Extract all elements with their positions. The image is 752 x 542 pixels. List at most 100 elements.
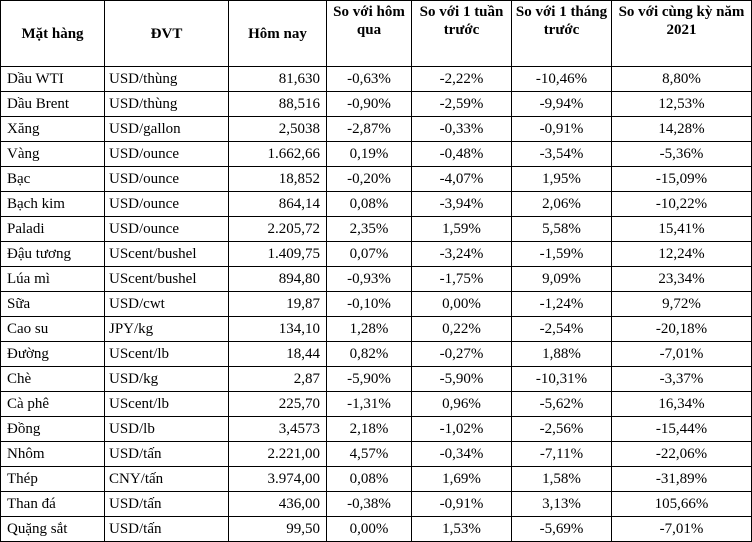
cell-vs-month: -9,94% [511,91,612,117]
cell-unit: USD/ounce [104,166,229,192]
cell-vs-week: -0,33% [411,116,512,142]
cell-vs-year: -3,37% [611,366,752,392]
cell-item: Dầu WTI [0,66,105,92]
table-row: Sữa USD/cwt 19,87 -0,10% 0,00% -1,24% 9,72% [0,291,752,317]
table-row: Bạc USD/ounce 18,852 -0,20% -4,07% 1,95% -15,0… [0,166,752,192]
cell-vs-year: 16,34% [611,391,752,417]
table-row: Than đá USD/tấn 436,00 -0,38% -0,91% 3,13% 105… [0,491,752,517]
cell-vs-month: -2,54% [511,316,612,342]
cell-vs-week: -3,24% [411,241,512,267]
cell-vs-month: 3,13% [511,491,612,517]
cell-item: Dầu Brent [0,91,105,117]
table-row: Xăng USD/gallon 2,5038 -2,87% -0,33% -0,91% 14… [0,116,752,142]
cell-vs-month: 1,58% [511,466,612,492]
cell-vs-year: 12,24% [611,241,752,267]
cell-item: Thép [0,466,105,492]
table-row: Thép CNY/tấn 3.974,00 0,08% 1,69% 1,58% -31,89… [0,466,752,492]
cell-vs-yesterday: -5,90% [326,366,412,392]
cell-vs-year: 12,53% [611,91,752,117]
table-row: Đường UScent/lb 18,44 0,82% -0,27% 1,88% -7,01… [0,341,752,367]
cell-vs-week: -0,27% [411,341,512,367]
cell-today: 3.974,00 [228,466,327,492]
table-row: Đồng USD/lb 3,4573 2,18% -1,02% -2,56% -15,44% [0,416,752,442]
cell-item: Sữa [0,291,105,317]
cell-vs-week: -1,75% [411,266,512,292]
cell-today: 894,80 [228,266,327,292]
cell-vs-week: 1,69% [411,466,512,492]
cell-today: 3,4573 [228,416,327,442]
cell-today: 1.409,75 [228,241,327,267]
cell-vs-month: 2,06% [511,191,612,217]
cell-unit: USD/thùng [104,66,229,92]
cell-unit: USD/ounce [104,141,229,167]
cell-vs-year: 14,28% [611,116,752,142]
cell-vs-week: -2,22% [411,66,512,92]
cell-vs-yesterday: 0,19% [326,141,412,167]
cell-vs-yesterday: 0,07% [326,241,412,267]
cell-today: 436,00 [228,491,327,517]
cell-vs-month: -1,24% [511,291,612,317]
cell-unit: UScent/bushel [104,241,229,267]
cell-unit: CNY/tấn [104,466,229,492]
cell-unit: USD/ounce [104,191,229,217]
cell-today: 225,70 [228,391,327,417]
cell-vs-week: -3,94% [411,191,512,217]
header-row: Mặt hàng ĐVT Hôm nay So với hôm qua So v… [0,0,752,67]
cell-unit: USD/lb [104,416,229,442]
cell-vs-month: -7,11% [511,441,612,467]
table-row: Lúa mì UScent/bushel 894,80 -0,93% -1,75% 9,0… [0,266,752,292]
cell-unit: USD/kg [104,366,229,392]
cell-today: 1.662,66 [228,141,327,167]
cell-unit: USD/cwt [104,291,229,317]
cell-item: Lúa mì [0,266,105,292]
table-row: Cà phê UScent/lb 225,70 -1,31% 0,96% -5,62% 16… [0,391,752,417]
cell-vs-week: -0,48% [411,141,512,167]
cell-item: Nhôm [0,441,105,467]
cell-vs-month: -10,31% [511,366,612,392]
cell-vs-yesterday: 0,08% [326,466,412,492]
cell-unit: USD/tấn [104,441,229,467]
cell-item: Cà phê [0,391,105,417]
cell-vs-week: -4,07% [411,166,512,192]
cell-today: 2.221,00 [228,441,327,467]
cell-vs-month: -10,46% [511,66,612,92]
header-vs-month: So với 1 tháng trước [511,0,612,67]
cell-item: Paladi [0,216,105,242]
cell-today: 134,10 [228,316,327,342]
cell-unit: USD/gallon [104,116,229,142]
cell-vs-year: -10,22% [611,191,752,217]
cell-vs-month: 5,58% [511,216,612,242]
cell-vs-yesterday: 0,82% [326,341,412,367]
table-row: Bạch kim USD/ounce 864,14 0,08% -3,94% 2,06% -… [0,191,752,217]
cell-today: 864,14 [228,191,327,217]
cell-vs-week: 0,00% [411,291,512,317]
cell-vs-yesterday: 2,35% [326,216,412,242]
cell-unit: USD/tấn [104,516,229,542]
cell-unit: UScent/lb [104,391,229,417]
cell-vs-month: -5,69% [511,516,612,542]
cell-vs-year: -15,44% [611,416,752,442]
cell-vs-year: -7,01% [611,341,752,367]
table-body: Dầu WTI USD/thùng 81,630 -0,63% -2,22% -10,46… [0,66,752,542]
cell-today: 18,44 [228,341,327,367]
cell-vs-week: -0,91% [411,491,512,517]
cell-vs-year: -15,09% [611,166,752,192]
cell-vs-week: -5,90% [411,366,512,392]
cell-vs-year: 23,34% [611,266,752,292]
cell-vs-yesterday: 0,00% [326,516,412,542]
table-row: Cao su JPY/kg 134,10 1,28% 0,22% -2,54% -20,18… [0,316,752,342]
cell-vs-week: -0,34% [411,441,512,467]
table-row: Vàng USD/ounce 1.662,66 0,19% -0,48% -3,54% -5… [0,141,752,167]
cell-unit: USD/tấn [104,491,229,517]
cell-item: Đậu tương [0,241,105,267]
cell-vs-year: -7,01% [611,516,752,542]
cell-item: Đường [0,341,105,367]
cell-vs-yesterday: -0,38% [326,491,412,517]
cell-vs-week: 1,59% [411,216,512,242]
table-row: Nhôm USD/tấn 2.221,00 4,57% -0,34% -7,11% -22,… [0,441,752,467]
cell-vs-yesterday: -0,90% [326,91,412,117]
cell-vs-month: 9,09% [511,266,612,292]
table-row: Chè USD/kg 2,87 -5,90% -5,90% -10,31% -3,37% [0,366,752,392]
table-row: Quặng sắt USD/tấn 99,50 0,00% 1,53% -5,69% -7,… [0,516,752,542]
cell-vs-month: 1,95% [511,166,612,192]
